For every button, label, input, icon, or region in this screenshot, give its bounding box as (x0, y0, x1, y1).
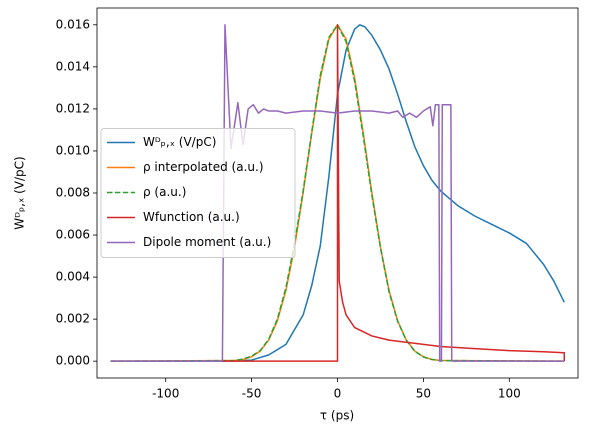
y-tick-label: 0.004 (56, 270, 90, 284)
x-axis-label: τ (ps) (320, 409, 354, 423)
series-line (110, 24, 565, 362)
x-tick-label: 100 (498, 387, 521, 401)
legend: Wᴰₚ,ₓ (V/pC) ρ interpolated (a.u.) ρ (a.u.… (100, 128, 296, 258)
legend-box (100, 128, 296, 258)
y-tick-label: 0.000 (56, 354, 90, 368)
series-line (110, 24, 565, 362)
x-tick-label: 0 (334, 387, 342, 401)
x-tick-label: -50 (242, 387, 262, 401)
x-tick-label: -100 (152, 387, 179, 401)
legend-label: ρ interpolated (a.u.) (143, 160, 264, 174)
y-axis-label: Wᴰₚ,ₓ (V/pC) (13, 156, 27, 229)
y-tick-label: 0.014 (56, 59, 90, 73)
legend-label: ρ (a.u.) (143, 185, 186, 199)
y-tick-label: 0.006 (56, 228, 90, 242)
plot-frame (96, 7, 579, 379)
y-tick-label: 0.010 (56, 143, 90, 157)
y-tick-label: 0.002 (56, 312, 90, 326)
series-line (220, 24, 566, 362)
y-tick-label: 0.012 (56, 101, 90, 115)
y-tick-label: 0.016 (56, 17, 90, 31)
legend-label: Wᴰₚ,ₓ (V/pC) (143, 135, 216, 149)
legend-label: Wfunction (a.u.) (143, 210, 240, 224)
y-tick-label: 0.008 (56, 186, 90, 200)
series-line (110, 24, 565, 362)
legend-label: Dipole moment (a.u.) (143, 235, 271, 249)
x-tick-label: 50 (416, 387, 431, 401)
